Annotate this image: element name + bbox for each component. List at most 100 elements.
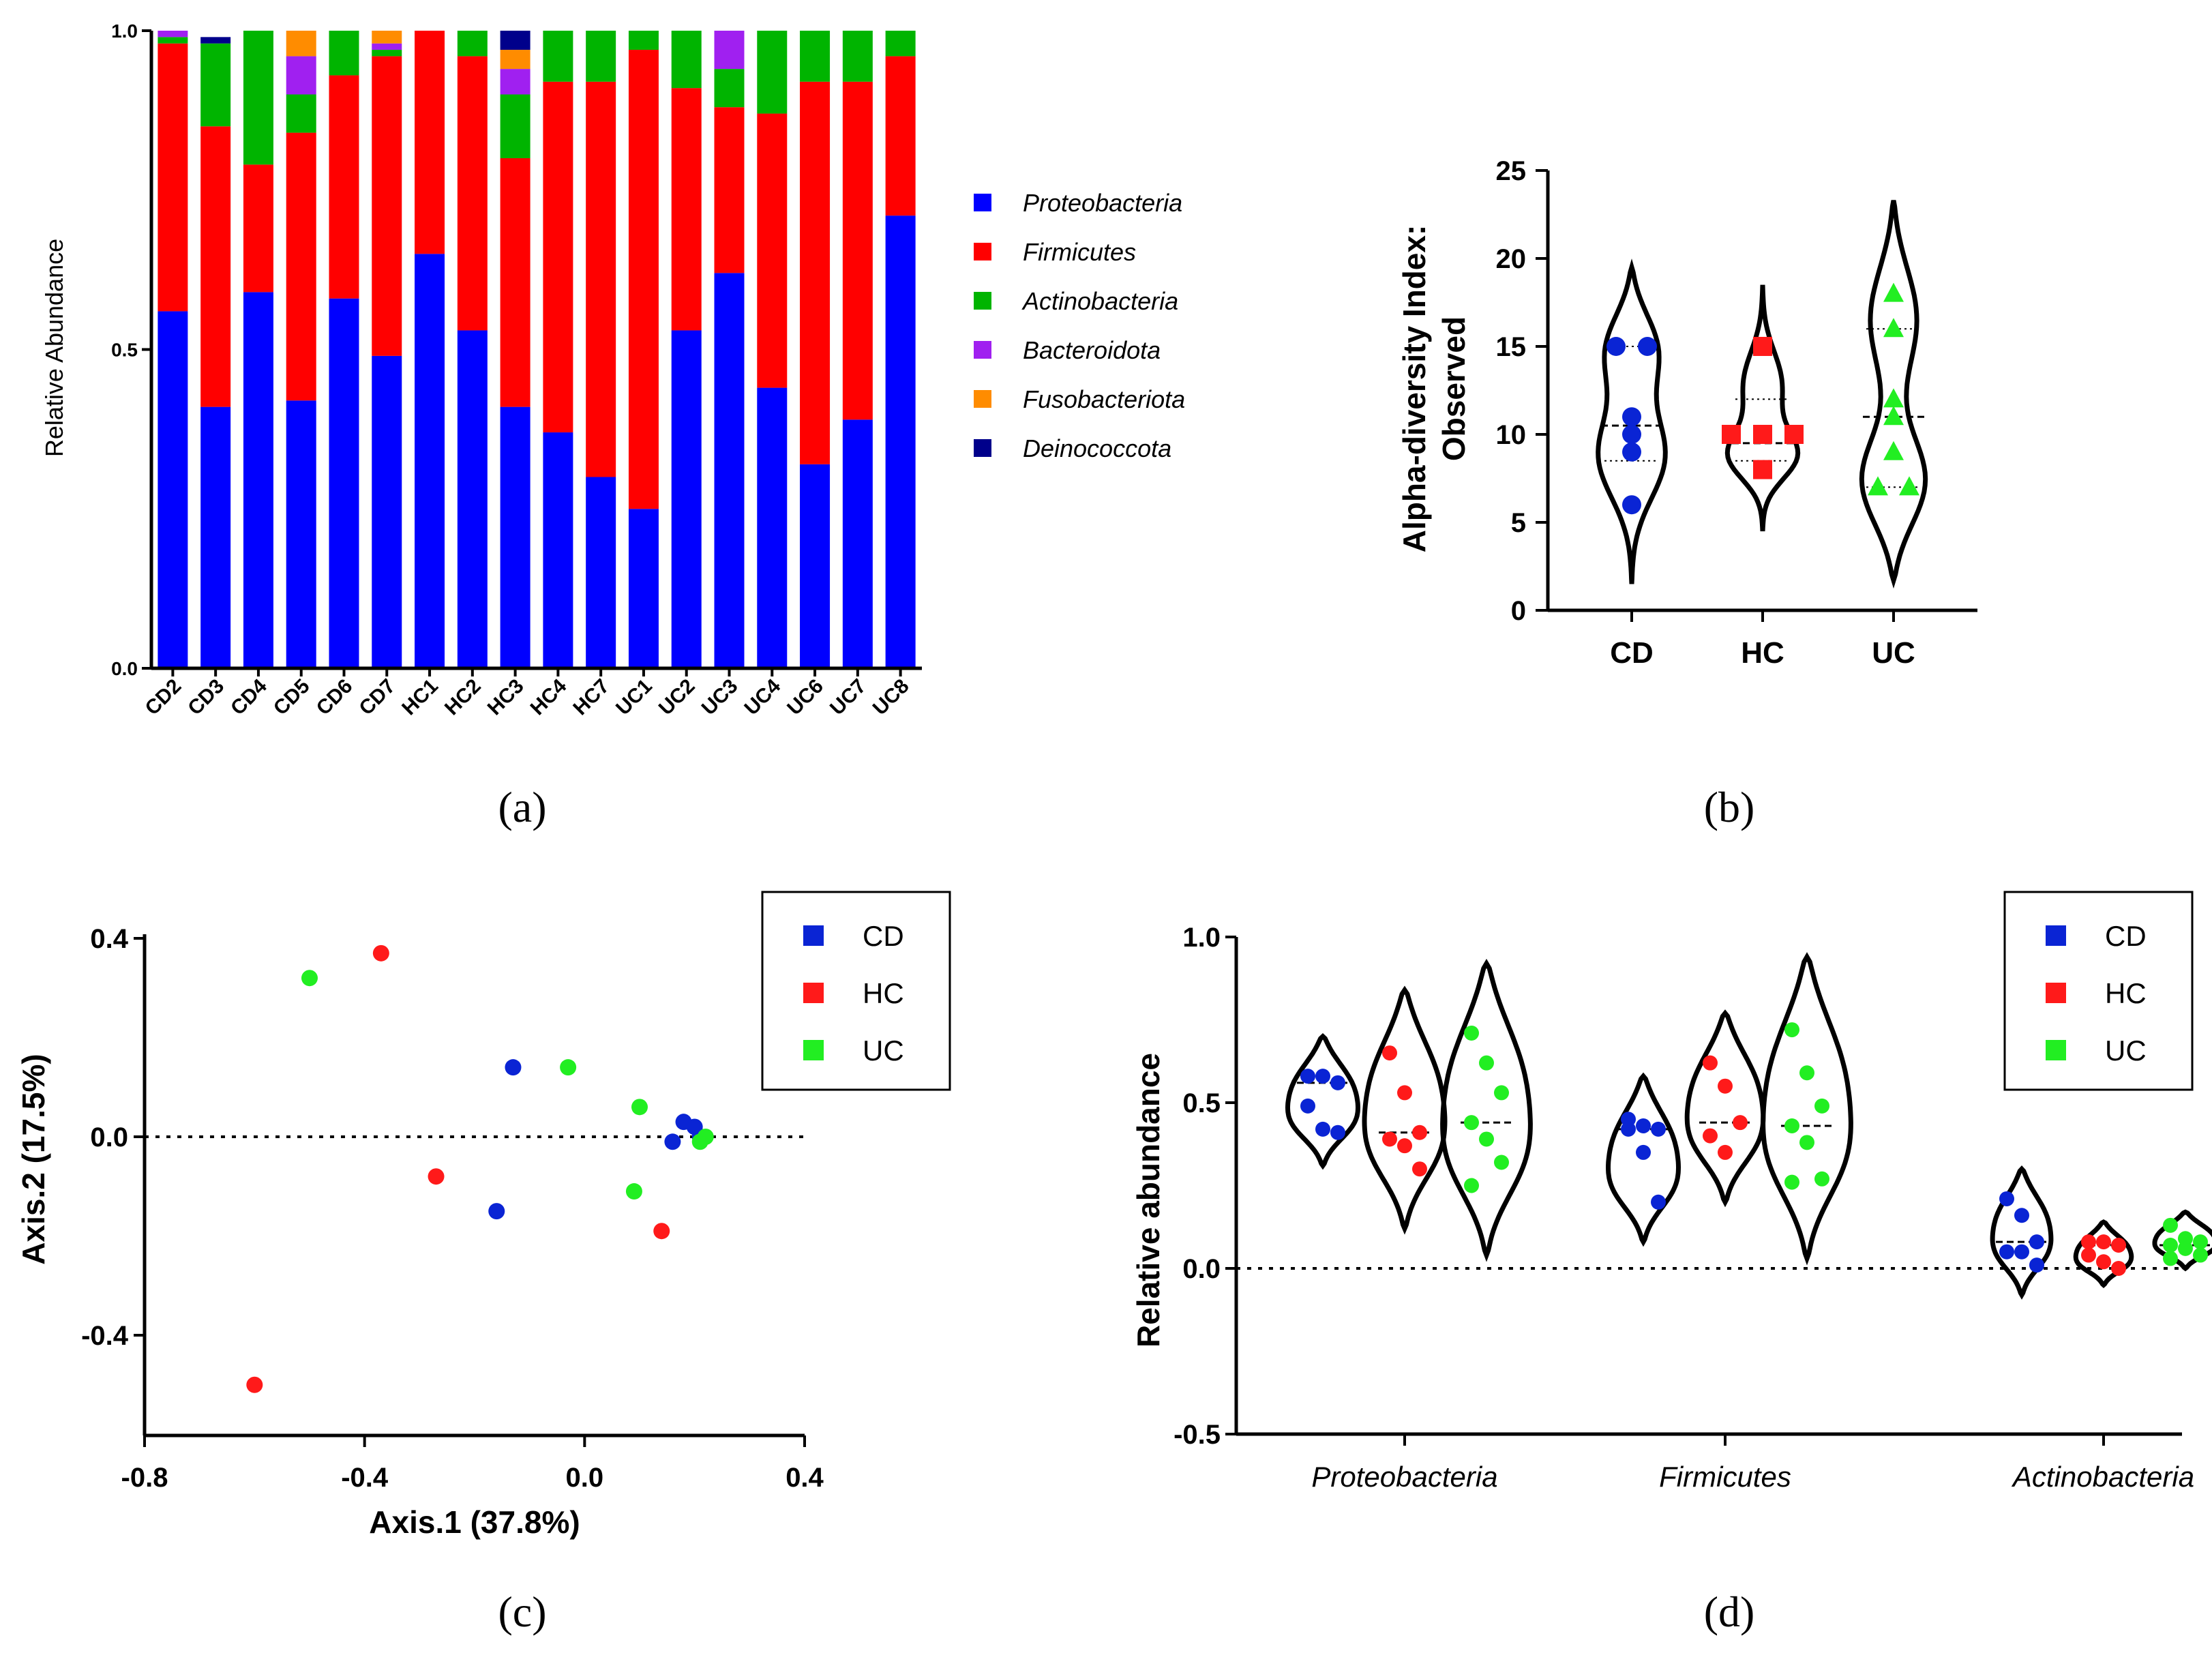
bar-segment (800, 464, 831, 668)
bar-segment (885, 215, 916, 668)
bar-segment (415, 254, 445, 668)
x-tick-label: HC3 (483, 675, 528, 720)
violin-outline (1362, 985, 1448, 1235)
bar-segment (372, 355, 402, 668)
data-point (1622, 442, 1641, 462)
bar-segment (842, 31, 873, 82)
legend-label: Actinobacteria (1021, 287, 1178, 315)
legend-swatch (974, 341, 991, 359)
violin-outline (2152, 1209, 2212, 1272)
y-tick-label: -0.5 (1174, 1420, 1221, 1450)
data-point (1494, 1155, 1509, 1170)
x-tick-label: CD2 (141, 675, 186, 720)
legend-label: Bacteroidota (1023, 336, 1161, 364)
bar-segment (372, 56, 402, 356)
bar-segment (671, 330, 702, 668)
violin-outline (1605, 1072, 1682, 1247)
data-point (1799, 1065, 1814, 1081)
data-point (1330, 1075, 1345, 1090)
data-point (1412, 1125, 1427, 1140)
data-point (1397, 1138, 1412, 1154)
bar-segment (200, 406, 231, 668)
data-point (1382, 1045, 1397, 1061)
data-point (1479, 1055, 1494, 1071)
bar-segment (586, 31, 616, 82)
bar-segment (628, 50, 659, 509)
data-point (1622, 407, 1641, 427)
panel-c-yticks: -0.4 0.0 0.4 (81, 924, 145, 1351)
bar-segment (500, 50, 530, 70)
x-tick-label: HC7 (569, 675, 614, 720)
y-tick-label: 1.0 (111, 20, 138, 42)
bar-segment (628, 31, 659, 50)
bar-segment (286, 94, 316, 133)
bar-segment (757, 113, 788, 388)
caption-b: (b) (1704, 783, 1755, 831)
bar-segment (500, 69, 530, 95)
panel-d-legend-box (2003, 891, 2194, 1091)
data-point (2178, 1240, 2193, 1256)
violin-outline (1440, 959, 1533, 1262)
x-tick-label: 0.0 (566, 1463, 604, 1493)
panel-a-yticks: 0.0 0.5 1.0 (111, 20, 151, 679)
panel-a-bars (158, 31, 916, 669)
data-point (2193, 1247, 2208, 1263)
bar-segment (329, 298, 359, 668)
legend-swatch (2046, 925, 2066, 946)
bar-segment (500, 158, 530, 407)
bar-segment (329, 75, 359, 299)
x-tick-label: HC1 (398, 675, 443, 720)
legend-label: Deinococcota (1023, 434, 1171, 462)
scatter-point (697, 1129, 714, 1145)
panel-d-ylabel: Relative abundance (1131, 1053, 1166, 1347)
bar-segment (500, 31, 530, 50)
x-tick-label: CD5 (269, 675, 314, 720)
data-point (1733, 1115, 1748, 1131)
scatter-point (488, 1203, 505, 1220)
data-point (1883, 441, 1904, 460)
panel-d-yticks: 1.0 0.5 0.0 -0.5 (1174, 923, 1236, 1450)
x-tick-label: CD3 (183, 675, 228, 720)
data-point (2081, 1234, 2096, 1250)
panel-d-legend: CD HC UC (2046, 920, 2147, 1067)
bar-segment (714, 69, 745, 108)
panel-c: -0.4 0.0 0.4 -0.8 -0.4 0.0 0.4 Axis.1 (37.8%)… (16, 891, 951, 1540)
data-point (1464, 1025, 1479, 1041)
x-tick-label: HC (1741, 636, 1784, 670)
y-tick-label: 0.0 (111, 658, 138, 679)
data-point (1622, 495, 1641, 515)
violin-outline (1684, 1009, 1766, 1208)
data-point (1814, 1171, 1829, 1187)
bar-segment (885, 56, 916, 216)
y-tick-label: 0.4 (90, 924, 128, 954)
violin-outline (1990, 1165, 2054, 1300)
legend-swatch (2046, 983, 2066, 1003)
legend-label: HC (863, 977, 904, 1009)
bar-segment (714, 273, 745, 668)
data-point (1636, 1118, 1651, 1134)
caption-a: (a) (498, 783, 546, 831)
bar-segment (200, 43, 231, 127)
scatter-point (625, 1183, 642, 1200)
data-point (1315, 1069, 1330, 1084)
bar-segment (158, 43, 188, 312)
bar-segment (500, 406, 530, 668)
y-tick-label: 10 (1496, 420, 1527, 450)
legend-label: CD (2105, 920, 2147, 952)
data-point (1799, 1135, 1814, 1150)
data-point (1718, 1144, 1733, 1160)
data-point (2111, 1261, 2126, 1276)
data-point (2193, 1234, 2208, 1250)
x-tick-label: UC4 (740, 674, 785, 719)
scatter-point (664, 1133, 681, 1150)
bar-segment (800, 31, 831, 82)
panel-c-points (246, 944, 714, 1393)
x-tick-label: 0.4 (786, 1463, 824, 1493)
scatter-point (246, 1376, 263, 1393)
bar-segment (243, 164, 273, 293)
data-point (1494, 1085, 1509, 1101)
data-point (1382, 1131, 1397, 1147)
y-tick-label: 5 (1511, 508, 1526, 538)
data-point (1722, 425, 1741, 444)
data-point (1868, 476, 1888, 496)
